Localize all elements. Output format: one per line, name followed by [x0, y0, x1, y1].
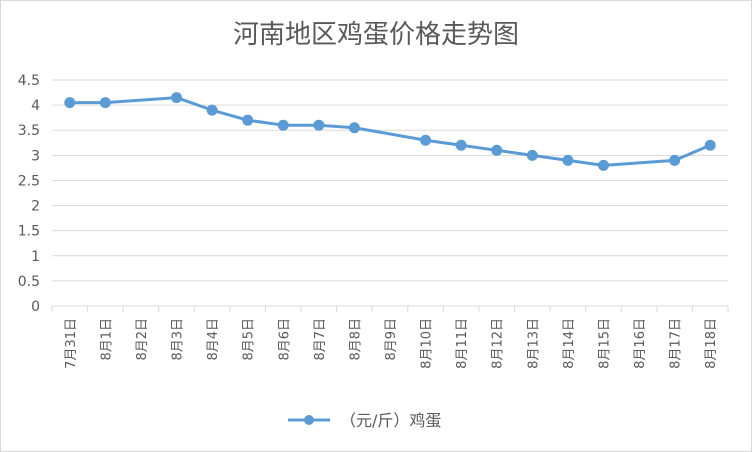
- data-point: [669, 154, 681, 166]
- data-point: [597, 159, 609, 171]
- y-tick-label: 0: [31, 299, 40, 315]
- x-axis: 7月31日 8月1日 8月2日 8月3日 8月4日 8月5日 8月6日 8月7日 8月8日 8月9…: [51, 306, 729, 369]
- x-tick-label: 8月3日: [171, 318, 186, 361]
- data-point: [420, 134, 432, 146]
- y-tick-label: 3.5: [18, 123, 40, 139]
- x-tick-label: 8月4日: [206, 318, 221, 361]
- x-tick-label: 8月5日: [242, 318, 257, 361]
- y-tick-label: 4.5: [18, 73, 40, 89]
- data-point: [206, 104, 218, 116]
- x-tick-label: 8月2日: [135, 318, 150, 361]
- legend: （元/斤）鸡蛋: [288, 411, 441, 430]
- y-tick-label: 2: [31, 199, 40, 215]
- data-point: [704, 139, 716, 151]
- x-tick-label: 8月8日: [348, 318, 363, 361]
- x-tick-label: 8月15日: [597, 318, 612, 369]
- x-tick-label: 8月1日: [99, 318, 114, 361]
- x-tick-label: 8月14日: [562, 318, 577, 369]
- gridlines: [52, 79, 728, 307]
- data-point: [562, 154, 574, 166]
- x-tick-label: 8月13日: [526, 318, 541, 369]
- data-point: [348, 122, 360, 134]
- data-point: [64, 97, 76, 109]
- x-tick-label: 8月7日: [313, 318, 328, 361]
- series-line: [68, 96, 712, 167]
- data-point: [455, 139, 467, 151]
- data-point: [491, 144, 503, 156]
- legend-label: （元/斤）鸡蛋: [340, 411, 441, 430]
- y-axis: 0 0.5 1 1.5 2 2.5 3 3.5 4 4.5: [18, 73, 40, 315]
- x-tick-label: 8月11日: [455, 318, 470, 369]
- y-tick-label: 1: [31, 249, 40, 265]
- chart-title: 河南地区鸡蛋价格走势图: [232, 20, 519, 50]
- y-tick-label: 1.5: [18, 224, 40, 240]
- y-tick-label: 2.5: [18, 173, 40, 189]
- data-point: [277, 119, 289, 131]
- x-tick-label: 8月16日: [633, 318, 648, 369]
- data-point: [171, 92, 183, 104]
- y-tick-label: 3: [31, 148, 40, 164]
- legend-marker: [304, 415, 314, 425]
- x-tick-label: 8月17日: [669, 318, 684, 369]
- x-tick-label: 8月12日: [491, 318, 506, 369]
- x-tick-label: 7月31日: [64, 318, 79, 369]
- series-layer: [64, 92, 716, 171]
- data-point: [242, 114, 254, 126]
- y-tick-label: 0.5: [18, 274, 40, 290]
- data-point: [313, 119, 325, 131]
- data-point: [99, 97, 111, 109]
- x-tick-label: 8月18日: [704, 318, 719, 369]
- data-point: [526, 149, 538, 161]
- y-tick-label: 4: [31, 98, 40, 114]
- x-tick-label: 8月9日: [384, 318, 399, 361]
- x-tick-label: 8月10日: [420, 318, 435, 369]
- x-tick-label: 8月6日: [277, 318, 292, 361]
